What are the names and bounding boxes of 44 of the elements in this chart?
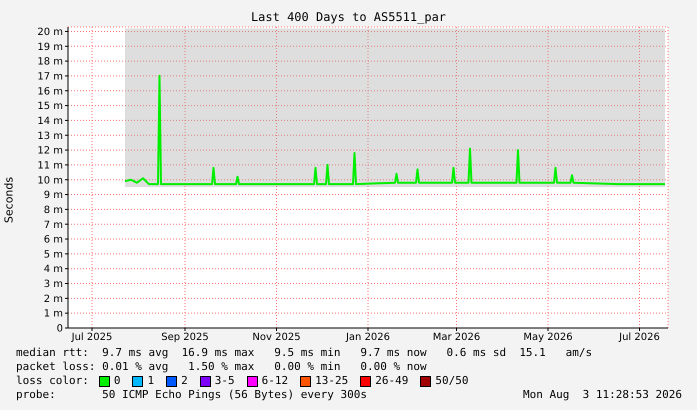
y-tick-label: 8 m bbox=[44, 204, 63, 216]
y-tick-label: 0 bbox=[56, 324, 63, 335]
y-tick-label: 18 m bbox=[37, 56, 63, 68]
legend-label: 2 bbox=[181, 374, 188, 388]
y-tick-label: 1 m bbox=[44, 308, 63, 320]
text: probe: 50 ICMP Echo Pings (56 Bytes) every 300s bbox=[16, 388, 367, 402]
x-tick-label: Jul 2025 bbox=[70, 332, 112, 344]
y-tick-label: 13 m bbox=[37, 130, 63, 142]
y-tick-label: 9 m bbox=[44, 190, 63, 202]
y-tick-label: 12 m bbox=[37, 146, 63, 157]
x-tick-label: Jul 2026 bbox=[618, 332, 660, 344]
text: median rtt: 9.7 ms avg 16.9 ms max 9.5 ms min 9.7 ms now 0.6 ms sd 15.1 am/s bbox=[16, 346, 594, 360]
x-tick-label: Jan 2026 bbox=[344, 332, 390, 344]
legend-label: 3-5 bbox=[214, 374, 235, 388]
y-tick-label: 6 m bbox=[44, 234, 63, 246]
x-tick-label: May 2026 bbox=[523, 332, 573, 344]
y-tick-label: 15 m bbox=[37, 101, 63, 112]
y-tick-label: 3 m bbox=[44, 279, 63, 290]
y-tick-label: 10 m bbox=[37, 175, 63, 186]
legend-label: 50/50 bbox=[435, 374, 468, 388]
chart-title: Last 400 Days to AS5511_par bbox=[250, 10, 448, 24]
x-tick-label: Sep 2025 bbox=[161, 332, 209, 344]
y-tick-label: 5 m bbox=[44, 249, 63, 260]
text: Mon Aug 3 11:28:53 2026 bbox=[523, 388, 682, 402]
x-tick-label: Nov 2025 bbox=[252, 332, 301, 344]
y-tick-label: 16 m bbox=[37, 86, 63, 98]
y-tick-label: 7 m bbox=[44, 220, 63, 231]
y-tick-label: 2 m bbox=[44, 294, 63, 305]
y-tick-label: 17 m bbox=[37, 71, 63, 82]
legend-label: 0 bbox=[114, 374, 120, 388]
line-series bbox=[124, 74, 666, 186]
y-axis-title: Seconds bbox=[2, 176, 16, 224]
x-tick-label: Mar 2026 bbox=[432, 332, 480, 344]
y-tick-label: 20 m bbox=[37, 27, 63, 38]
text: packet loss: 0.01 % avg 1.50 % max 0.00 % min 0.00 % now bbox=[16, 360, 428, 374]
y-tick-label: 14 m bbox=[37, 116, 63, 127]
y-tick-label: 4 m bbox=[44, 264, 63, 276]
legend-title: loss color: bbox=[16, 374, 89, 388]
legend-label: 6-12 bbox=[262, 374, 288, 388]
y-tick-label: 19 m bbox=[37, 42, 63, 53]
legend-label: 1 bbox=[147, 374, 154, 388]
legend-label: 26-49 bbox=[375, 374, 408, 388]
y-tick-label: 11 m bbox=[37, 160, 63, 172]
legend-label: 13-25 bbox=[315, 374, 348, 388]
